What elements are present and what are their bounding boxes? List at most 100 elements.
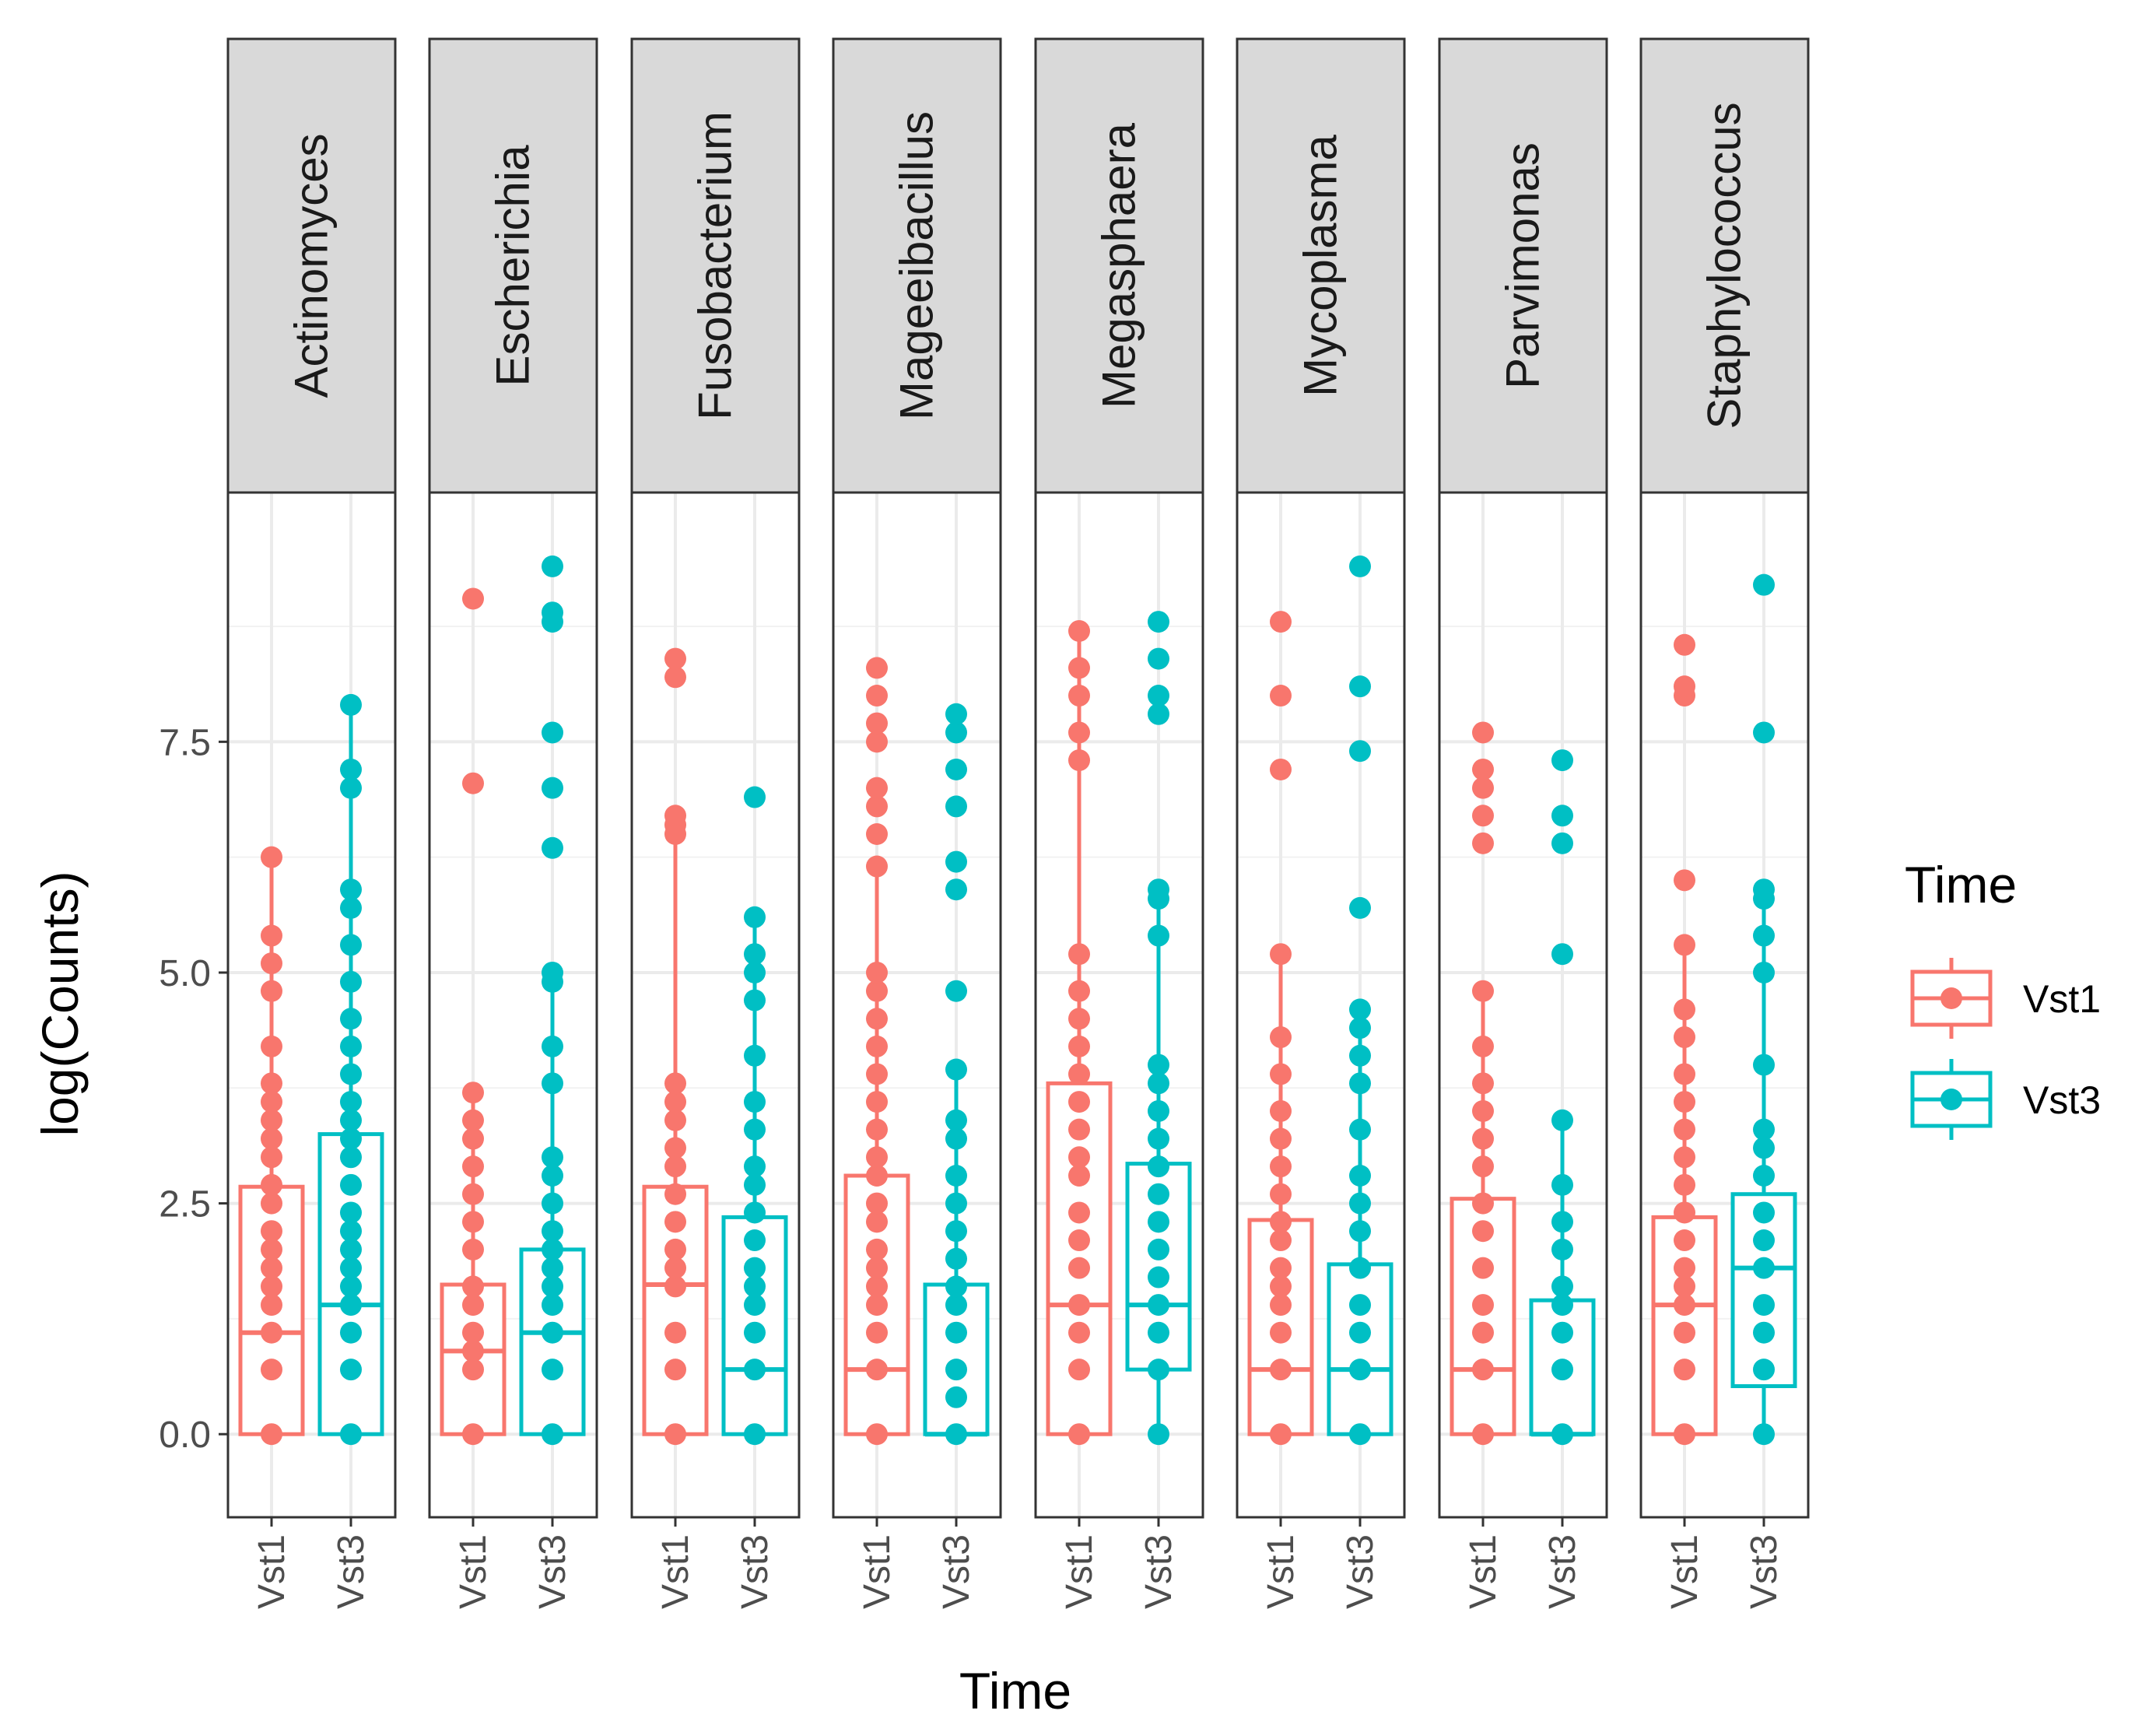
data-point — [261, 1220, 282, 1243]
data-point — [664, 1257, 686, 1279]
data-point — [945, 1165, 967, 1187]
data-point — [1753, 1054, 1775, 1076]
data-point — [1753, 1257, 1775, 1279]
data-point — [664, 1183, 686, 1205]
boxplot-vst3 — [519, 555, 586, 1446]
boxplot-vst1 — [1046, 619, 1113, 1446]
data-point — [1068, 1146, 1090, 1169]
data-point — [945, 1386, 967, 1408]
data-point — [1472, 1321, 1494, 1344]
data-point — [261, 1072, 282, 1095]
data-point — [1753, 1137, 1775, 1159]
data-point — [1148, 1321, 1169, 1344]
panel-border — [1034, 491, 1204, 1519]
data-point — [945, 703, 967, 725]
data-point — [1551, 1211, 1573, 1233]
data-point — [1270, 1359, 1292, 1381]
data-point — [1674, 1026, 1695, 1049]
x-tick-label: Vst1 — [655, 1534, 696, 1609]
data-point — [340, 693, 362, 716]
data-point — [462, 1275, 484, 1298]
data-point — [340, 1220, 362, 1243]
data-point — [1674, 1146, 1695, 1169]
data-point — [945, 1220, 967, 1243]
data-point — [1068, 657, 1090, 679]
data-point — [866, 731, 888, 753]
data-point — [945, 1247, 967, 1270]
facet-fusobacterium: Fusobacterium Vst1 Vst3 — [630, 37, 801, 1609]
data-point — [1472, 1192, 1494, 1215]
data-point — [744, 786, 766, 808]
data-point — [1148, 647, 1169, 670]
data-point — [866, 855, 888, 878]
data-point — [1753, 1423, 1775, 1446]
data-point — [1148, 878, 1169, 901]
data-point — [1068, 1165, 1090, 1187]
data-point — [945, 1192, 967, 1215]
facet-strip-label: Actinomyces — [286, 133, 338, 398]
facet-strip — [226, 37, 397, 494]
data-point — [340, 878, 362, 901]
data-point — [664, 1423, 686, 1446]
data-point — [1148, 1054, 1169, 1076]
data-point — [1551, 943, 1573, 966]
boxplot-vst1 — [1247, 611, 1314, 1446]
data-point — [261, 924, 282, 947]
data-point — [1349, 1359, 1371, 1381]
panel-border — [1236, 491, 1406, 1519]
data-point — [1068, 980, 1090, 1002]
data-point — [1068, 1008, 1090, 1030]
data-point — [1270, 1321, 1292, 1344]
facet-strip-label: Escherichia — [487, 145, 539, 387]
data-point — [542, 1238, 563, 1260]
facet-megasphaera: Megasphaera Vst1 Vst3 — [1034, 37, 1204, 1609]
data-point — [542, 836, 563, 859]
legend-title: Time — [1905, 856, 2017, 913]
data-point — [462, 1127, 484, 1150]
data-point — [1674, 1173, 1695, 1196]
legend: Time Vst1 Vst3 — [1905, 856, 2101, 1140]
x-tick-label: Vst1 — [1260, 1534, 1302, 1609]
x-tick-label: Vst3 — [1340, 1534, 1381, 1609]
data-point — [542, 721, 563, 744]
data-point — [1068, 943, 1090, 966]
facet-strip-label: Megasphaera — [1093, 122, 1145, 408]
data-point — [744, 906, 766, 928]
data-point — [744, 961, 766, 983]
data-point — [1148, 703, 1169, 725]
x-tick-label: Vst1 — [1664, 1534, 1706, 1609]
data-point — [664, 1238, 686, 1260]
boxplot-vst3 — [1125, 611, 1192, 1446]
data-point — [664, 647, 686, 670]
data-point — [1270, 1257, 1292, 1279]
data-point — [945, 1359, 967, 1381]
data-point — [261, 952, 282, 975]
data-point — [1068, 1359, 1090, 1381]
data-point — [866, 1423, 888, 1446]
data-point — [866, 1294, 888, 1317]
data-point — [340, 896, 362, 919]
data-point — [664, 1155, 686, 1178]
data-point — [261, 1127, 282, 1150]
data-point — [1551, 1359, 1573, 1381]
data-point — [945, 721, 967, 744]
data-point — [340, 1423, 362, 1446]
data-point — [542, 1257, 563, 1279]
panel-border — [1438, 491, 1608, 1519]
data-point — [1674, 1118, 1695, 1141]
data-point — [744, 1201, 766, 1224]
facet-strip — [832, 37, 1002, 494]
data-point — [945, 1127, 967, 1150]
data-point — [1270, 1127, 1292, 1150]
data-point — [340, 1359, 362, 1381]
data-point — [542, 1359, 563, 1381]
data-point — [542, 1165, 563, 1187]
data-point — [1753, 721, 1775, 744]
data-point — [744, 1091, 766, 1113]
data-point — [866, 1035, 888, 1057]
data-point — [1270, 1063, 1292, 1085]
facet-strip-label: Parvimonas — [1497, 142, 1549, 389]
x-tick-label: Vst1 — [251, 1534, 293, 1609]
data-point — [261, 1294, 282, 1317]
x-tick-label: Vst1 — [1463, 1534, 1504, 1609]
